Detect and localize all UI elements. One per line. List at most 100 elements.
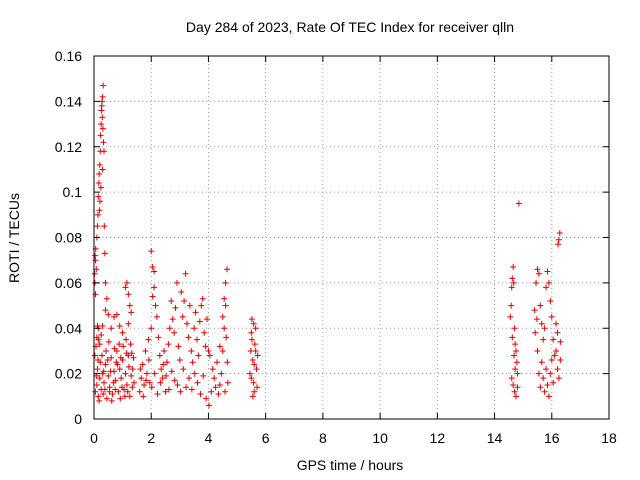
data-point	[116, 341, 123, 348]
data-point	[557, 338, 564, 345]
data-point	[148, 325, 155, 332]
data-point	[540, 336, 547, 343]
data-point	[129, 384, 136, 391]
data-point	[143, 370, 150, 377]
data-point	[185, 375, 192, 382]
data-point	[93, 381, 100, 388]
data-point	[537, 384, 544, 391]
data-point	[195, 352, 202, 359]
data-point	[103, 347, 110, 354]
data-point	[219, 313, 226, 320]
data-point	[188, 386, 195, 393]
data-point	[538, 320, 545, 327]
data-point	[171, 329, 178, 336]
data-point	[100, 139, 107, 146]
data-point	[178, 288, 185, 295]
data-point	[547, 298, 554, 305]
x-tick-label: 14	[487, 430, 503, 446]
data-point	[152, 302, 159, 309]
data-point	[165, 341, 172, 348]
data-point	[513, 347, 520, 354]
data-point	[555, 236, 562, 243]
data-point	[203, 395, 210, 402]
data-point	[201, 329, 208, 336]
data-point	[206, 352, 213, 359]
data-point	[191, 370, 198, 377]
x-tick-label: 8	[319, 430, 327, 446]
data-point	[514, 384, 521, 391]
data-point	[101, 148, 108, 155]
data-point	[108, 354, 115, 361]
data-point	[224, 379, 231, 386]
data-point	[96, 161, 103, 168]
data-point	[146, 379, 153, 386]
data-point	[219, 347, 226, 354]
data-point	[101, 386, 108, 393]
data-point	[127, 341, 134, 348]
data-point	[175, 343, 182, 350]
data-point	[181, 298, 188, 305]
data-point	[151, 370, 158, 377]
data-point	[151, 268, 158, 275]
data-point	[107, 368, 114, 375]
data-point	[95, 211, 102, 218]
data-point	[99, 125, 106, 132]
data-point	[215, 391, 222, 398]
data-point	[97, 132, 104, 139]
data-point	[185, 334, 192, 341]
x-tick-label: 2	[147, 430, 155, 446]
data-point	[171, 377, 178, 384]
data-point	[113, 359, 120, 366]
data-point	[189, 359, 196, 366]
x-tick-label: 10	[372, 430, 388, 446]
data-point	[209, 366, 216, 373]
data-point	[547, 370, 554, 377]
data-point	[156, 352, 163, 359]
data-point	[180, 366, 187, 373]
data-point	[101, 223, 108, 230]
data-point	[159, 375, 166, 382]
data-point	[183, 384, 190, 391]
data-point	[509, 334, 516, 341]
y-tick-label: 0.12	[55, 139, 82, 155]
data-point	[179, 313, 186, 320]
data-point	[106, 388, 113, 395]
data-point	[123, 350, 130, 357]
data-point	[532, 329, 539, 336]
data-point	[538, 359, 545, 366]
data-point	[160, 361, 167, 368]
data-point	[535, 270, 542, 277]
data-point	[513, 393, 520, 400]
data-point	[250, 379, 257, 386]
data-point	[254, 384, 261, 391]
data-point	[512, 341, 519, 348]
y-tick-label: 0.14	[55, 93, 82, 109]
data-point	[248, 316, 255, 323]
data-point	[540, 375, 547, 382]
data-point	[513, 359, 520, 366]
x-axis-label: GPS time / hours	[297, 457, 404, 473]
y-tick-label: 0.02	[55, 366, 82, 382]
data-point	[535, 370, 542, 377]
data-point	[556, 229, 563, 236]
data-point	[125, 363, 132, 370]
data-point	[98, 102, 105, 109]
data-point	[555, 375, 562, 382]
data-point	[113, 311, 120, 318]
data-point	[123, 336, 130, 343]
data-point	[534, 266, 541, 273]
y-tick-label: 0.06	[55, 275, 82, 291]
data-point	[206, 402, 213, 409]
data-point	[117, 395, 124, 402]
x-axis-ticks: 0 2 4 6 8 10 12 14 16 18	[90, 56, 617, 446]
data-point	[222, 302, 229, 309]
data-point	[550, 336, 557, 343]
y-tick-label: 0.08	[55, 230, 82, 246]
data-point	[537, 302, 544, 309]
data-point	[143, 377, 150, 384]
data-point	[553, 320, 560, 327]
data-point	[104, 357, 111, 364]
data-point	[99, 352, 106, 359]
data-point	[92, 291, 99, 298]
data-point	[197, 391, 204, 398]
